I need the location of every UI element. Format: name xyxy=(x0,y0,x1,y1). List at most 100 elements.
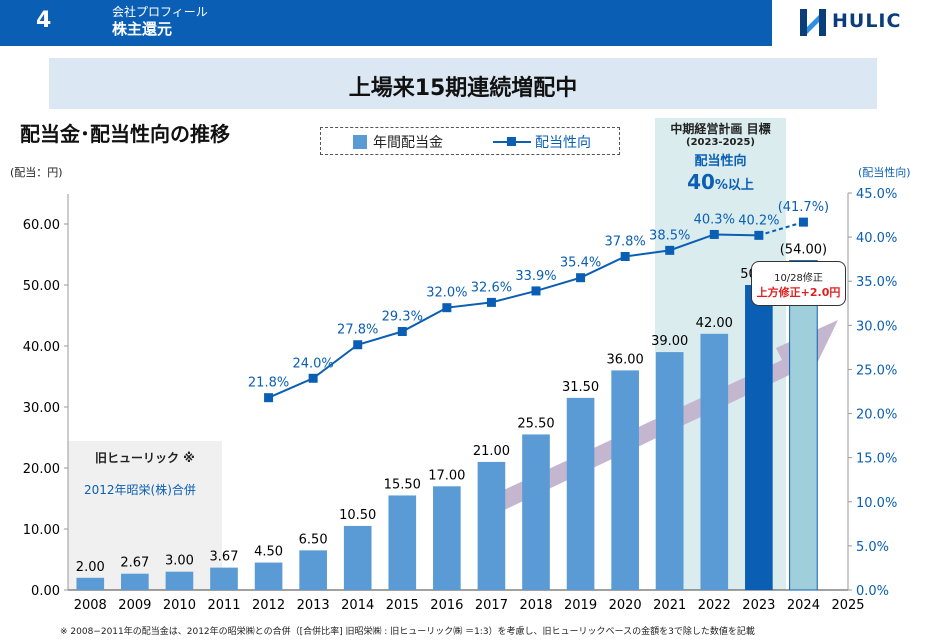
x-axis-tick-label: 2019 xyxy=(564,598,597,613)
legend-line-label: 配当性向 xyxy=(535,135,591,151)
bar-value-label: 3.67 xyxy=(210,550,239,565)
x-axis-tick-label: 2023 xyxy=(742,598,775,613)
old-company-highlight xyxy=(68,441,222,590)
bar-value-label: 25.50 xyxy=(517,416,554,431)
x-axis-tick-label: 2022 xyxy=(698,598,731,613)
plan-years: (2023-2025) xyxy=(686,137,755,148)
payout-ratio-label: 37.8% xyxy=(604,235,645,250)
bar-2021 xyxy=(655,352,684,590)
x-axis-tick-label: 2010 xyxy=(163,598,196,613)
x-axis-tick-label: 2017 xyxy=(475,598,508,613)
right-axis-tick-label: 35.0% xyxy=(856,275,897,290)
x-axis-tick-label: 2013 xyxy=(297,598,330,613)
callout-date: 10/28修正 xyxy=(774,273,823,284)
bar-2016 xyxy=(433,486,461,590)
payout-ratio-marker xyxy=(709,229,719,239)
payout-ratio-line xyxy=(268,233,759,399)
plan-title: 中期経営計画 目標 xyxy=(670,122,771,136)
right-axis-tick-label: 25.0% xyxy=(856,363,897,378)
left-axis-tick-label: 10.00 xyxy=(23,523,60,538)
payout-ratio-label: 24.0% xyxy=(292,356,333,371)
left-axis-tick-label: 40.00 xyxy=(23,340,60,355)
bar-value-label: 42.00 xyxy=(696,316,733,331)
x-axis-tick-label: 2025 xyxy=(831,598,864,613)
hulic-logo-icon xyxy=(800,9,826,36)
legend-bar-label: 年間配当金 xyxy=(373,135,443,151)
logo-text: HULIC xyxy=(832,10,902,32)
left-axis-unit: (配当：円) xyxy=(10,166,63,179)
callout-revision: 上方修正+2.0円 xyxy=(756,286,841,299)
right-axis-tick-label: 15.0% xyxy=(856,452,897,467)
payout-ratio-marker xyxy=(531,286,541,296)
x-axis-tick-label: 2018 xyxy=(519,598,552,613)
left-axis-tick-label: 20.00 xyxy=(23,462,60,477)
legend-bar-swatch xyxy=(353,135,367,149)
legend-line-marker xyxy=(507,137,516,146)
payout-ratio-label: 40.2% xyxy=(738,213,779,228)
right-axis-unit: (配当性向) xyxy=(858,166,911,179)
right-axis-tick-label: 0.0% xyxy=(856,584,889,599)
bar-value-label: 39.00 xyxy=(651,334,688,349)
payout-ratio-label: 29.3% xyxy=(382,310,423,325)
chart-legend: 年間配当金 配当性向 xyxy=(320,127,620,155)
old-company-merge-note: 2012年昭栄(株)合併 xyxy=(84,483,196,497)
header-bar: 4 会社プロフィール 株主還元 xyxy=(0,0,772,46)
plan-target: 40%以上 xyxy=(655,170,786,194)
bar-value-label: 4.50 xyxy=(254,545,283,560)
right-axis-tick-label: 45.0% xyxy=(856,187,897,202)
bar-2020 xyxy=(611,370,639,590)
payout-ratio-marker xyxy=(486,297,496,307)
payout-ratio-label: 35.4% xyxy=(560,256,601,271)
payout-ratio-marker xyxy=(353,340,363,350)
headline-banner: 上場来15期連続増配中 xyxy=(49,58,877,109)
bar-2015 xyxy=(388,495,417,590)
bar-2023 xyxy=(745,285,773,590)
bar-value-label: 2.67 xyxy=(120,556,149,571)
right-axis-tick-label: 20.0% xyxy=(856,408,897,423)
right-axis-tick-label: 40.0% xyxy=(856,231,897,246)
plan-target-number: 40 xyxy=(687,170,715,194)
payout-ratio-marker xyxy=(620,252,630,262)
bar-2019 xyxy=(566,397,595,590)
x-axis-tick-label: 2009 xyxy=(118,598,151,613)
bar-value-label: 21.00 xyxy=(473,444,510,459)
payout-ratio-marker xyxy=(798,217,808,227)
old-company-name: 旧ヒューリック ※ xyxy=(95,451,195,465)
payout-ratio-marker xyxy=(442,303,452,313)
right-axis-tick-label: 10.0% xyxy=(856,496,897,511)
payout-ratio-marker xyxy=(665,245,675,255)
x-axis-tick-label: 2008 xyxy=(74,598,107,613)
bar-2018 xyxy=(522,434,550,590)
bar-2013 xyxy=(299,550,327,590)
payout-ratio-marker xyxy=(576,273,586,283)
payout-ratio-label: 32.6% xyxy=(471,280,512,295)
x-axis-tick-label: 2021 xyxy=(653,598,686,613)
payout-ratio-marker xyxy=(308,373,318,383)
bar-2022 xyxy=(700,333,729,590)
payout-ratio-marker xyxy=(397,327,407,337)
x-axis-tick-label: 2020 xyxy=(609,598,642,613)
section-label: 会社プロフィール xyxy=(112,5,208,19)
section-title: 株主還元 xyxy=(112,20,173,38)
bar-value-label: 10.50 xyxy=(339,508,376,523)
x-axis-tick-label: 2015 xyxy=(386,598,419,613)
x-axis-tick-label: 2016 xyxy=(430,598,463,613)
bar-value-label: 2.00 xyxy=(76,560,105,575)
left-axis-tick-label: 60.00 xyxy=(23,218,60,233)
x-axis-tick-label: 2011 xyxy=(207,598,240,613)
bar-2009 xyxy=(121,573,149,590)
headline-text: 上場来15期連続増配中 xyxy=(348,76,578,101)
bar-2008 xyxy=(76,577,105,590)
x-axis-tick-label: 2014 xyxy=(341,598,374,613)
bar-value-label: 3.00 xyxy=(165,554,194,569)
bar-2024-forecast xyxy=(789,272,818,591)
bar-value-label: 36.00 xyxy=(607,352,644,367)
bar-value-label: (54.00) xyxy=(780,243,827,258)
x-axis-tick-label: 2012 xyxy=(252,598,285,613)
chart-subtitle: 配当金･配当性向の推移 xyxy=(20,122,230,146)
bar-2017 xyxy=(477,461,506,590)
payout-ratio-label: 27.8% xyxy=(337,323,378,338)
bar-value-label: 31.50 xyxy=(562,380,599,395)
bar-2010 xyxy=(165,571,194,590)
